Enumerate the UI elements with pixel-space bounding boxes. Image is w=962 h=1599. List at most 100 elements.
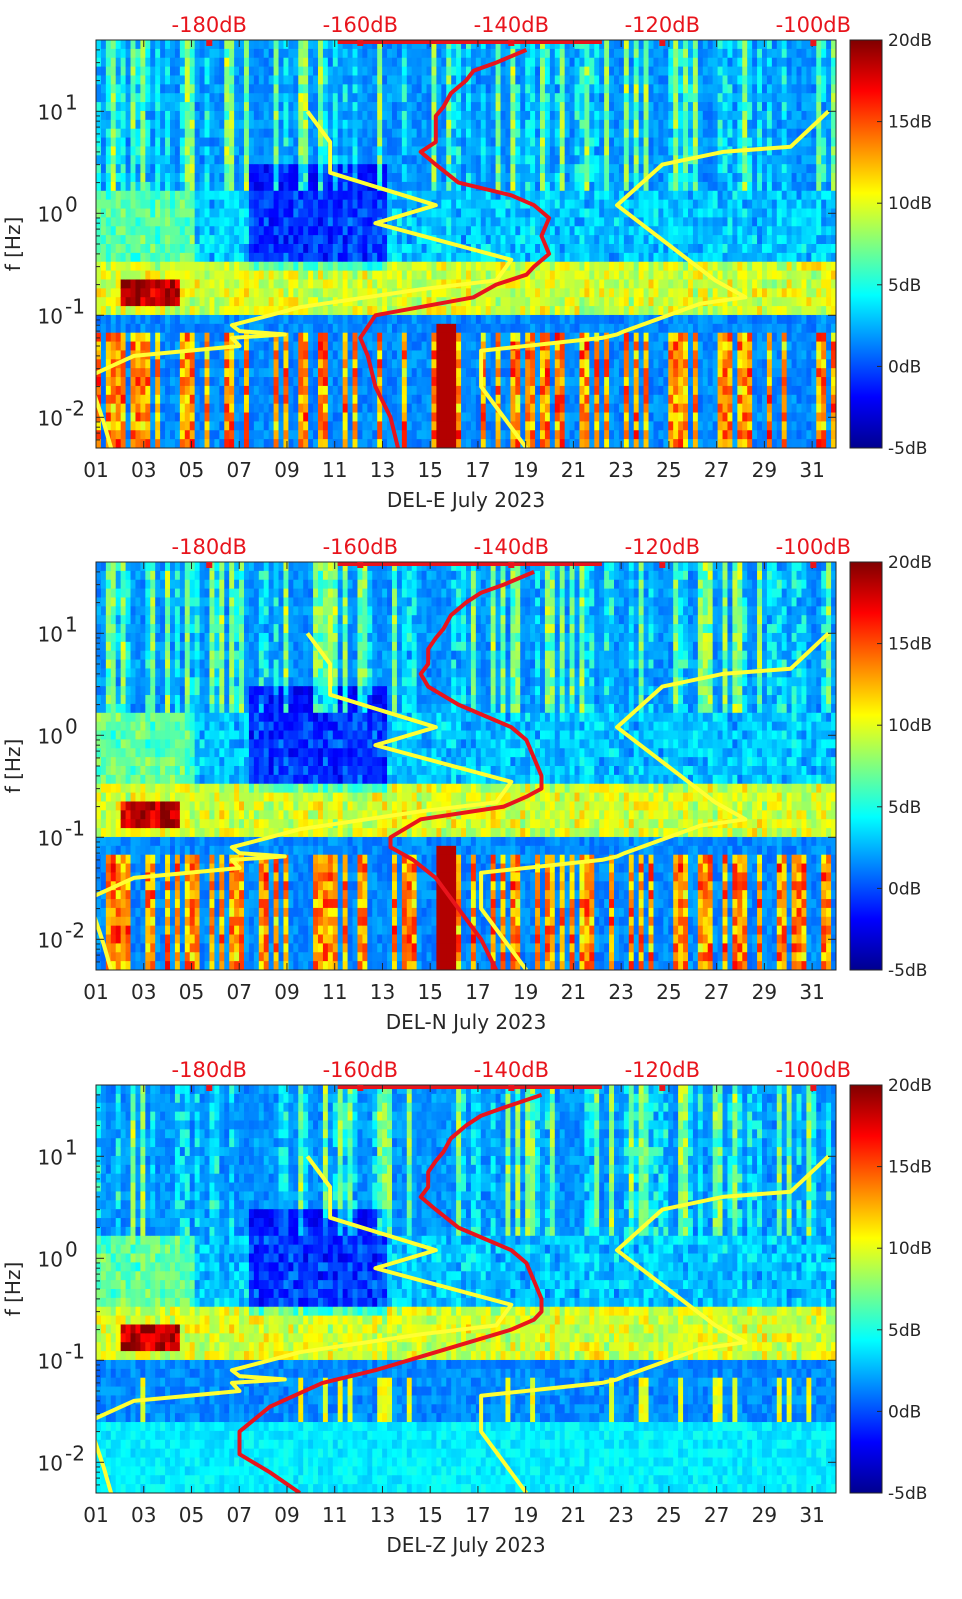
noise-model-low-curve	[96, 632, 514, 970]
colorbar-tick-label: 20dB	[888, 553, 932, 573]
x-tick-label: 09	[274, 458, 299, 482]
x-tick-label: 27	[704, 980, 729, 1004]
y-tick-label: 10	[38, 724, 63, 748]
y-tick-label: 10	[38, 406, 63, 430]
psd-profile-curve	[388, 570, 544, 970]
noise-model-high-curve	[479, 109, 830, 448]
y-tick-label: 10	[38, 928, 63, 952]
x-tick-label: 05	[179, 1503, 204, 1527]
x-tick-label: 17	[465, 980, 490, 1004]
colorbar	[849, 561, 883, 971]
top-db-label: -180dB	[172, 13, 247, 37]
top-db-tick	[206, 1085, 213, 1091]
x-tick-label: 03	[131, 1503, 156, 1527]
colorbar-tick-label: 0dB	[888, 1402, 921, 1422]
colorbar-tick-label: -5dB	[888, 439, 927, 459]
x-tick-label: 15	[417, 980, 442, 1004]
y-tick-label: 10	[38, 304, 63, 328]
x-tick-label: 31	[799, 1503, 824, 1527]
y-tick-exponent: -1	[65, 1339, 85, 1363]
top-db-label: -160dB	[323, 13, 398, 37]
y-tick-label: 10	[38, 1145, 63, 1169]
noise-model-low-curve	[96, 110, 514, 448]
x-tick-label: 31	[799, 980, 824, 1004]
x-tick-label: 29	[752, 458, 777, 482]
top-db-tick	[357, 1085, 364, 1091]
x-tick-label: 07	[226, 1503, 251, 1527]
top-db-label: -120dB	[625, 535, 700, 559]
x-tick-label: 29	[752, 980, 777, 1004]
x-tick-label: 03	[131, 980, 156, 1004]
colorbar-tick-label: 20dB	[888, 31, 932, 51]
x-tick-label: 09	[274, 1503, 299, 1527]
y-tick-exponent: -1	[65, 294, 85, 318]
colorbar-tick-label: 5dB	[888, 276, 921, 296]
x-tick-label: 07	[226, 458, 251, 482]
spectrogram	[96, 40, 836, 448]
top-db-tick	[659, 1085, 666, 1091]
y-tick-label: 10	[38, 826, 63, 850]
x-tick-label: 21	[561, 980, 586, 1004]
psd-profile-curve	[237, 1093, 544, 1493]
y-tick-label: 10	[38, 1451, 63, 1475]
x-tick-label: 23	[608, 980, 633, 1004]
top-db-label: -120dB	[625, 13, 700, 37]
y-tick-exponent: 1	[65, 1135, 78, 1159]
top-db-tick	[508, 40, 515, 46]
colorbar-tick-label: -5dB	[888, 1484, 927, 1504]
x-axis-label: DEL-E July 2023	[387, 488, 545, 512]
top-db-label: -140dB	[474, 535, 549, 559]
y-tick-exponent: 0	[65, 714, 78, 738]
x-tick-label: 01	[83, 1503, 108, 1527]
x-tick-label: 19	[513, 1503, 538, 1527]
x-tick-label: 07	[226, 980, 251, 1004]
y-axis-label: f [Hz]	[1, 217, 25, 272]
x-tick-label: 05	[179, 458, 204, 482]
top-db-tick	[357, 40, 364, 46]
x-tick-label: 01	[83, 458, 108, 482]
x-tick-label: 23	[608, 1503, 633, 1527]
top-db-label: -120dB	[625, 1058, 700, 1082]
colorbar-tick-label: 0dB	[888, 879, 921, 899]
colorbar-tick-label: 10dB	[888, 716, 932, 736]
x-tick-label: 27	[704, 458, 729, 482]
colorbar-tick-label: 15dB	[888, 1158, 932, 1178]
x-tick-label: 25	[656, 980, 681, 1004]
x-tick-label: 01	[83, 980, 108, 1004]
colorbar-tick-label: 15dB	[888, 635, 932, 655]
x-tick-label: 19	[513, 458, 538, 482]
y-tick-exponent: 1	[65, 612, 78, 636]
top-db-label: -140dB	[474, 13, 549, 37]
x-tick-label: 23	[608, 458, 633, 482]
x-tick-label: 25	[656, 1503, 681, 1527]
x-tick-label: 31	[799, 458, 824, 482]
noise-model-high-curve	[479, 631, 830, 970]
top-db-tick	[659, 562, 666, 568]
top-db-label: -100dB	[776, 1058, 851, 1082]
top-db-tick	[206, 40, 213, 46]
y-tick-label: 10	[38, 1247, 63, 1271]
x-axis-label: DEL-Z July 2023	[386, 1533, 545, 1557]
x-tick-label: 13	[370, 458, 395, 482]
colorbar	[849, 39, 883, 449]
x-axis-label: DEL-N July 2023	[386, 1010, 547, 1034]
y-tick-exponent: -1	[65, 816, 85, 840]
x-tick-label: 09	[274, 980, 299, 1004]
spectrogram	[96, 1085, 836, 1493]
noise-model-low-curve	[96, 1155, 514, 1493]
x-tick-label: 29	[752, 1503, 777, 1527]
y-tick-exponent: -2	[65, 1441, 85, 1465]
top-db-label: -100dB	[776, 13, 851, 37]
y-tick-label: 10	[38, 202, 63, 226]
colorbar-tick-label: 10dB	[888, 194, 932, 214]
y-tick-label: 10	[38, 622, 63, 646]
top-db-tick	[810, 1085, 817, 1091]
x-tick-label: 25	[656, 458, 681, 482]
top-db-label: -160dB	[323, 1058, 398, 1082]
x-tick-label: 19	[513, 980, 538, 1004]
top-db-tick	[659, 40, 666, 46]
